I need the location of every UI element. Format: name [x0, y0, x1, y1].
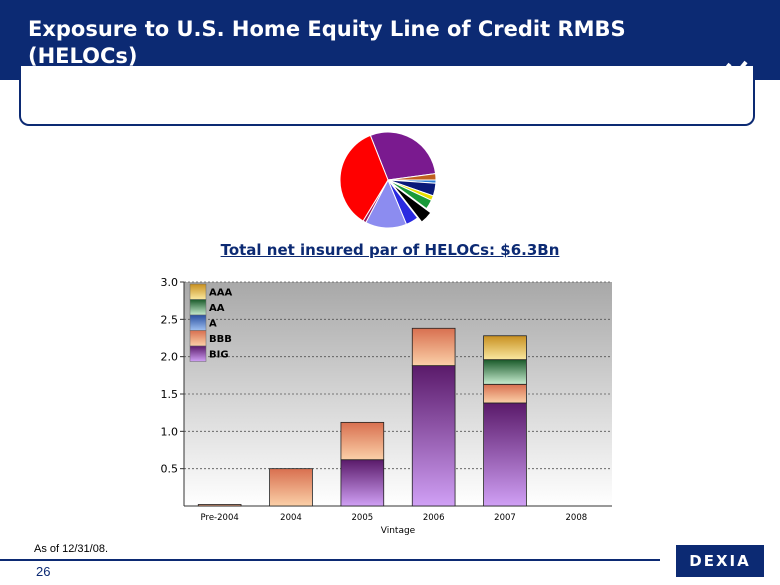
chart-subtitle: Total net insured par of HELOCs: $6.3Bn [0, 240, 780, 259]
bar-AAA-2007 [483, 335, 527, 361]
x-tick-label: 2005 [352, 513, 374, 523]
legend-label-A: A [209, 319, 217, 330]
x-tick-label: 2007 [494, 513, 516, 523]
legend-label-AAA: AAA [209, 288, 232, 299]
slash-decoration-icon [704, 60, 748, 96]
bar-BIG-2005 [340, 459, 385, 507]
y-tick-label: 0.5 [161, 463, 179, 476]
legend-label-BIG: BIG [209, 350, 229, 361]
bar-BBB-2007 [483, 383, 527, 404]
bar-BBB-2005 [340, 421, 385, 461]
x-tick-label: Pre-2004 [201, 513, 239, 523]
bar-BBB-2006 [411, 327, 456, 367]
legend-swatch-AAA [189, 283, 207, 300]
x-tick-label: 2004 [280, 513, 302, 523]
y-tick-label: 1.5 [161, 388, 179, 401]
y-tick-label: 2.0 [161, 351, 179, 364]
pie-slice-5 [387, 179, 433, 210]
pie-slice-10 [339, 134, 389, 222]
legend-swatch-AA [189, 299, 207, 316]
bar-AA-2007 [483, 359, 527, 385]
page-title: Exposure to U.S. Home Equity Line of Cre… [28, 17, 626, 68]
x-tick-label: 2008 [566, 513, 588, 523]
dexia-logo: DEXIA [676, 545, 764, 577]
page-number: 26 [36, 564, 51, 579]
pie-slice-0 [369, 131, 437, 181]
legend-label-BBB: BBB [209, 334, 232, 345]
y-tick-label: 2.5 [161, 313, 179, 326]
legend-swatch-A [189, 314, 207, 331]
bar-BIG-2006 [411, 365, 456, 507]
bar-BBB-2004 [269, 468, 313, 507]
bar-BBB-Pre-2004 [197, 504, 242, 507]
y-tick-label: 1.0 [161, 425, 179, 438]
y-tick-label: 3.0 [161, 276, 179, 289]
legend-label-AA: AA [209, 303, 225, 314]
footnote: As of 12/31/08. [34, 543, 108, 555]
x-tick-label: 2006 [423, 513, 445, 523]
header-frame [19, 66, 755, 126]
pie-slice-6 [391, 183, 432, 223]
bar-BIG-2007 [483, 402, 527, 507]
x-axis-title: Vintage [381, 526, 416, 536]
pie-chart [339, 131, 437, 229]
bar-chart: 0.5 1.0 1.5 2.0 2.5 3.0 Pre-2004 2004 2005 2006 20… [161, 276, 612, 536]
legend-swatch-BIG [189, 345, 207, 362]
footer-line [0, 559, 660, 561]
subtitle-text: Total net insured par of HELOCs: $6.3Bn [220, 241, 560, 259]
legend-swatch-BBB [189, 330, 207, 347]
